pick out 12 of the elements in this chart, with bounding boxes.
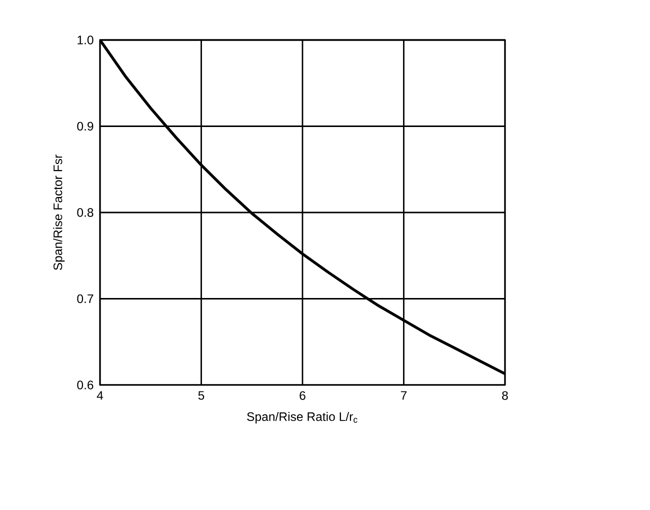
x-tick-label: 6: [300, 391, 306, 400]
x-tick-label: 7: [400, 391, 407, 400]
y-tick-label: 1.0: [78, 36, 94, 44]
x-tick-label: 4: [96, 391, 104, 400]
y-tick-label: 0.6: [77, 380, 94, 390]
y-tick-label: 0.9: [77, 122, 94, 131]
x-axis-title: Span/Rise Ratio L/r$_{c}$: [247, 412, 358, 424]
y-tick-label: 0.8: [77, 208, 94, 217]
x-tick-label: 5: [198, 391, 204, 400]
x-tick-label: 8: [502, 391, 508, 400]
y-tick-label: 0.7: [77, 294, 94, 304]
y-axis-title: Span/Rise Factor Fsr: [53, 154, 65, 270]
